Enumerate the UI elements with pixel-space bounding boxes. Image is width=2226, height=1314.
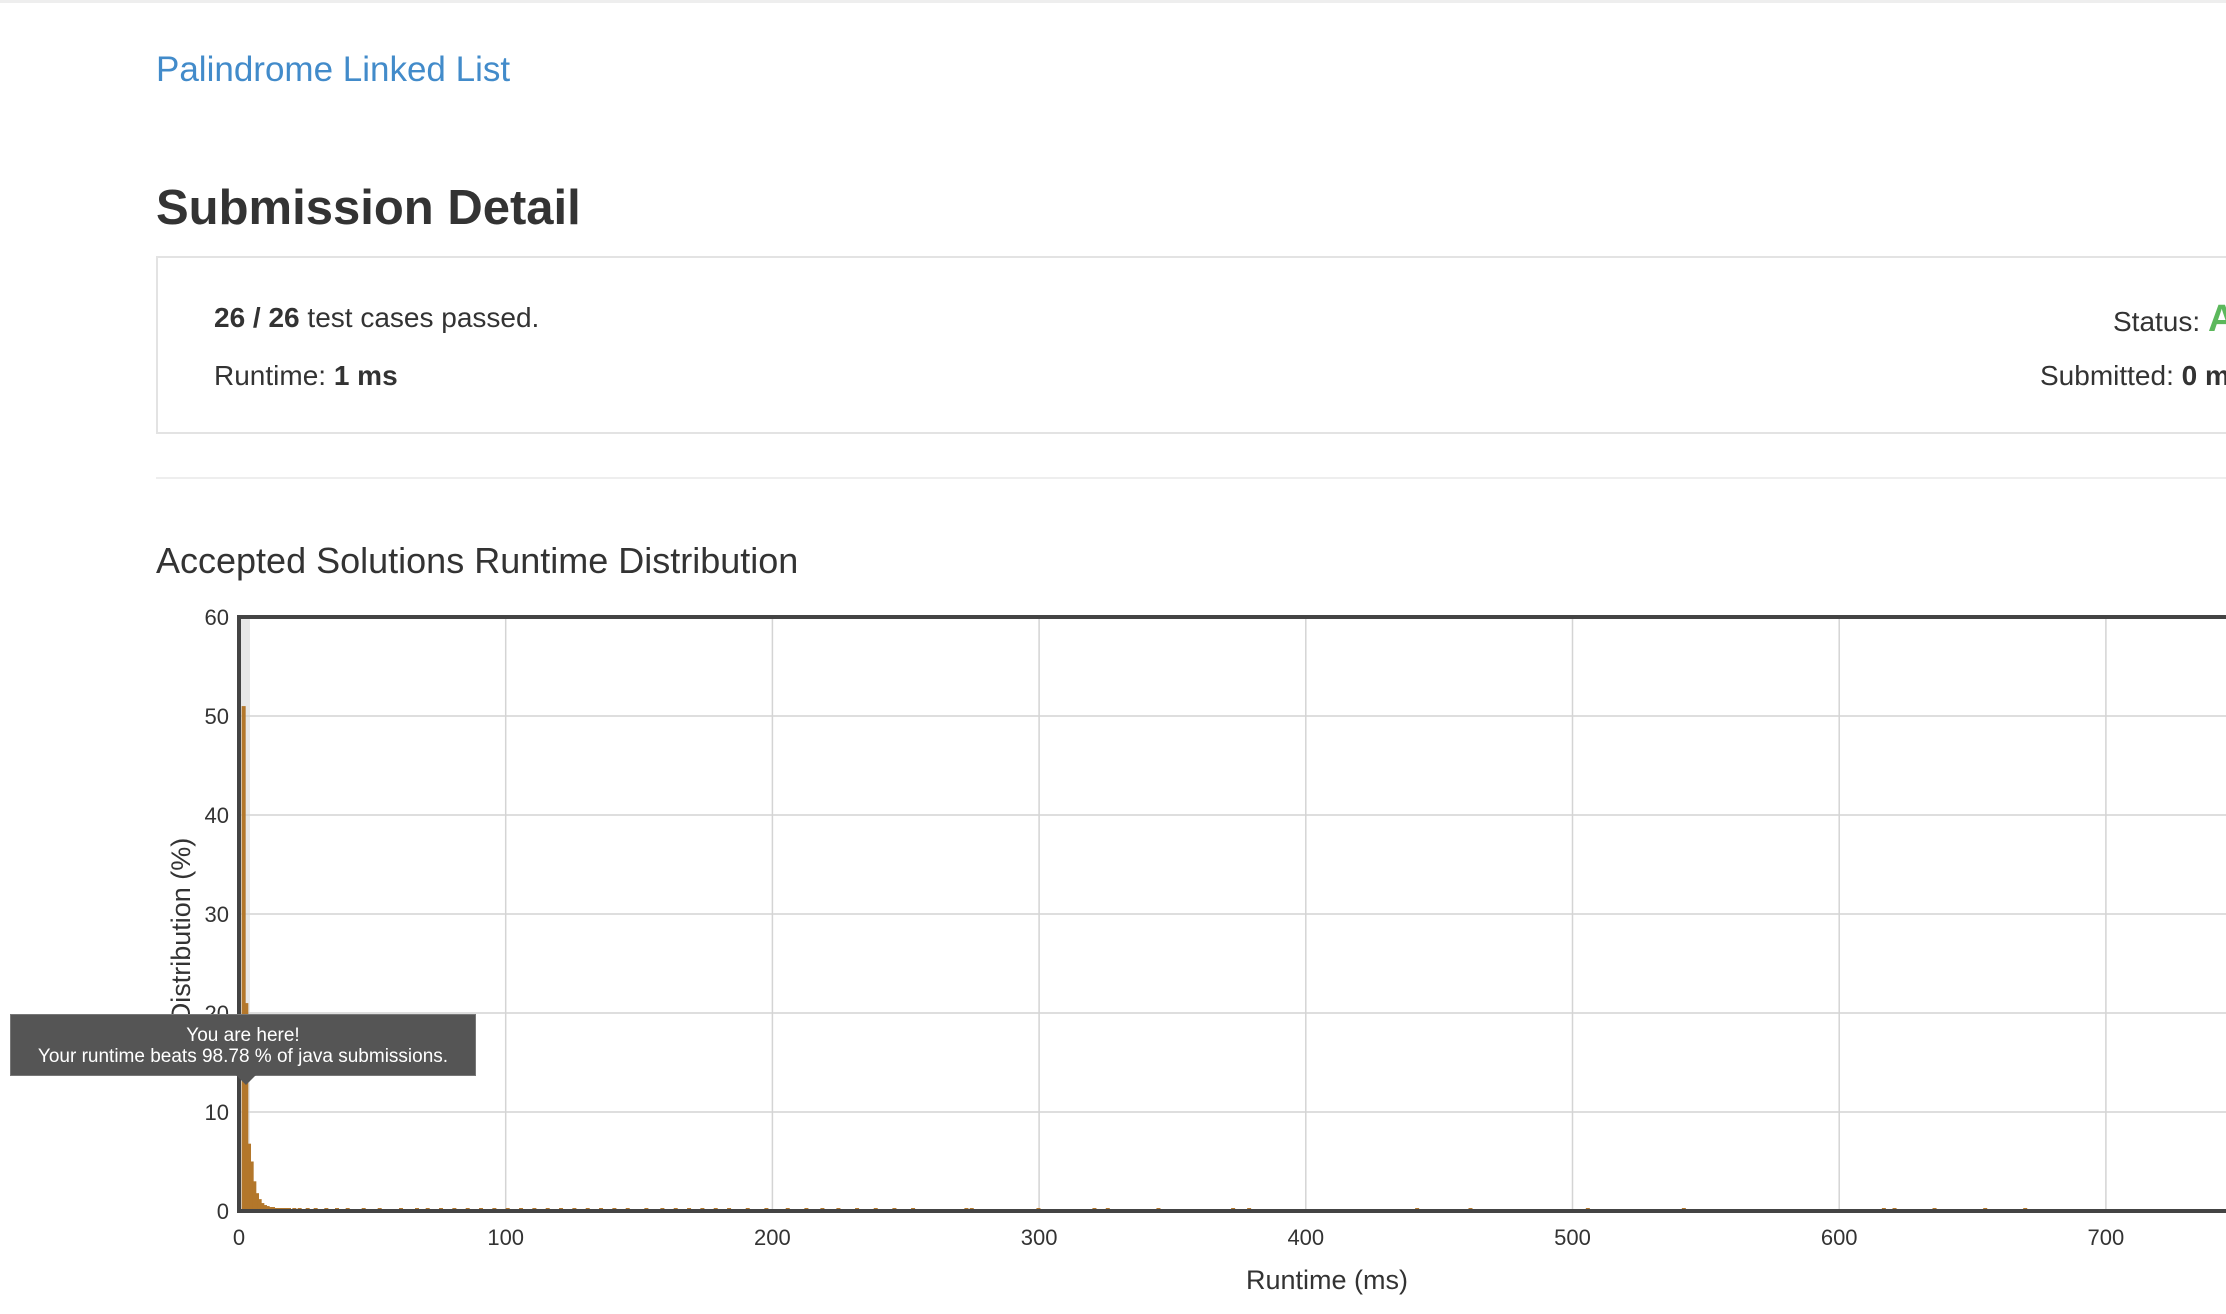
tooltip-arrow-icon: [236, 1075, 256, 1085]
distribution-bar: [247, 1143, 252, 1211]
chart-gridlines: [239, 616, 2226, 1212]
top-border: [0, 0, 2226, 3]
problem-title-link[interactable]: Palindrome Linked List: [156, 50, 511, 89]
x-tick-label: 500: [1554, 1225, 1591, 1250]
y-axis-title: Distribution (%): [166, 838, 196, 1023]
distribution-bar: [249, 1161, 254, 1211]
distribution-bar: [244, 1003, 249, 1211]
y-tick-label: 10: [205, 1100, 229, 1125]
x-tick-label: 100: [487, 1225, 524, 1250]
page-title: Submission Detail: [156, 181, 581, 235]
chart-bars: [241, 706, 2028, 1211]
distribution-bar: [263, 1205, 268, 1211]
status-value: A: [2207, 298, 2226, 340]
test-cases-summary: 26 / 26 test cases passed.: [214, 302, 539, 334]
y-tick-label: 60: [205, 605, 229, 630]
runtime-tooltip: You are here! Your runtime beats 98.78 %…: [10, 1014, 476, 1076]
runtime-summary: Runtime: 1 ms: [214, 360, 398, 392]
distribution-bar: [257, 1199, 262, 1211]
passed-suffix: test cases passed.: [299, 302, 540, 333]
x-tick-label: 0: [233, 1225, 245, 1250]
chart-labels: 01020304050600100200300400500600700Runti…: [166, 605, 2124, 1295]
chart-heading: Accepted Solutions Runtime Distribution: [156, 540, 799, 581]
status-summary: Status: A: [2113, 298, 2226, 341]
tooltip-line-2: Your runtime beats 98.78 % of java submi…: [37, 1046, 449, 1067]
submission-detail-panel: 26 / 26 test cases passed. Runtime: 1 ms…: [156, 256, 2226, 434]
distribution-bar: [255, 1193, 260, 1211]
y-tick-label: 0: [217, 1199, 229, 1224]
chart-axes: [237, 615, 2226, 1213]
tooltip-line-1: You are here!: [186, 1025, 300, 1046]
y-tick-label: 40: [205, 803, 229, 828]
x-tick-label: 300: [1021, 1225, 1058, 1250]
distribution-bar: [241, 706, 246, 1211]
runtime-value: 1 ms: [333, 360, 398, 391]
distribution-bar: [265, 1206, 270, 1211]
submitted-label: Submitted:: [2040, 360, 2182, 391]
distribution-bar: [252, 1181, 257, 1211]
x-tick-label: 400: [1287, 1225, 1324, 1250]
y-tick-label: 30: [205, 902, 229, 927]
runtime-distribution-chart: 01020304050600100200300400500600700Runti…: [166, 605, 2226, 1295]
status-label: Status:: [2113, 306, 2208, 337]
y-tick-label: 50: [205, 704, 229, 729]
passed-count: 26 / 26: [214, 302, 300, 333]
x-tick-label: 600: [1821, 1225, 1858, 1250]
submitted-value: 0 m: [2181, 360, 2226, 391]
section-divider: [156, 477, 2226, 479]
distribution-bar: [260, 1203, 265, 1211]
runtime-label: Runtime:: [214, 360, 334, 391]
x-tick-label: 700: [2088, 1225, 2125, 1250]
x-axis-title: Runtime (ms): [1246, 1265, 1408, 1295]
x-tick-label: 200: [754, 1225, 791, 1250]
submitted-summary: Submitted: 0 m: [2040, 360, 2226, 392]
